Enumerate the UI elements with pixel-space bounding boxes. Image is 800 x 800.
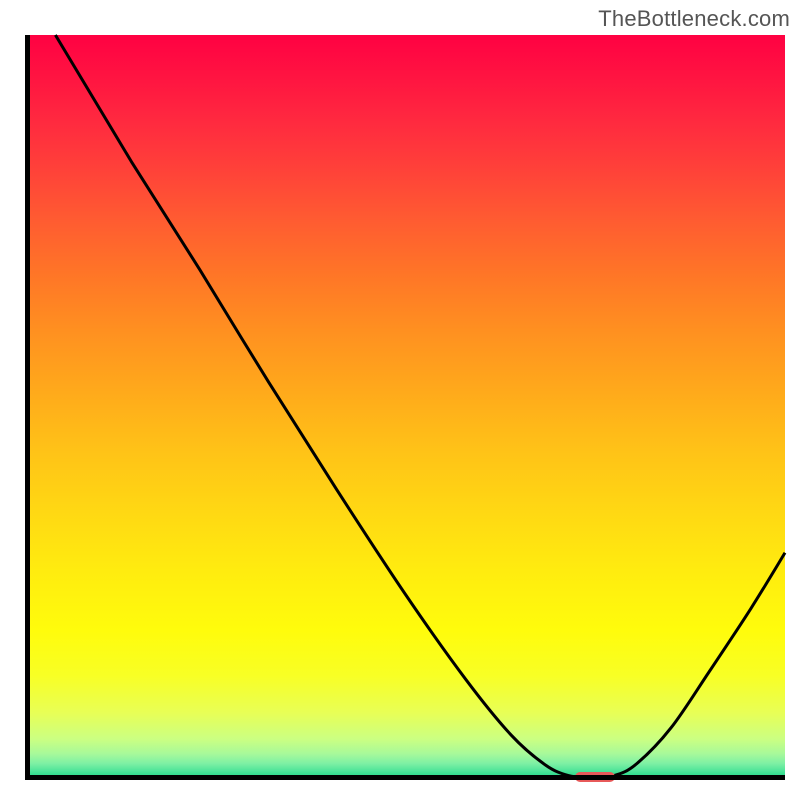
y-axis (25, 35, 30, 780)
bottleneck-chart (25, 35, 785, 780)
chart-curve-svg (25, 35, 785, 780)
watermark-text: TheBottleneck.com (598, 6, 790, 32)
x-axis (25, 775, 785, 780)
chart-curve-path (55, 35, 785, 777)
